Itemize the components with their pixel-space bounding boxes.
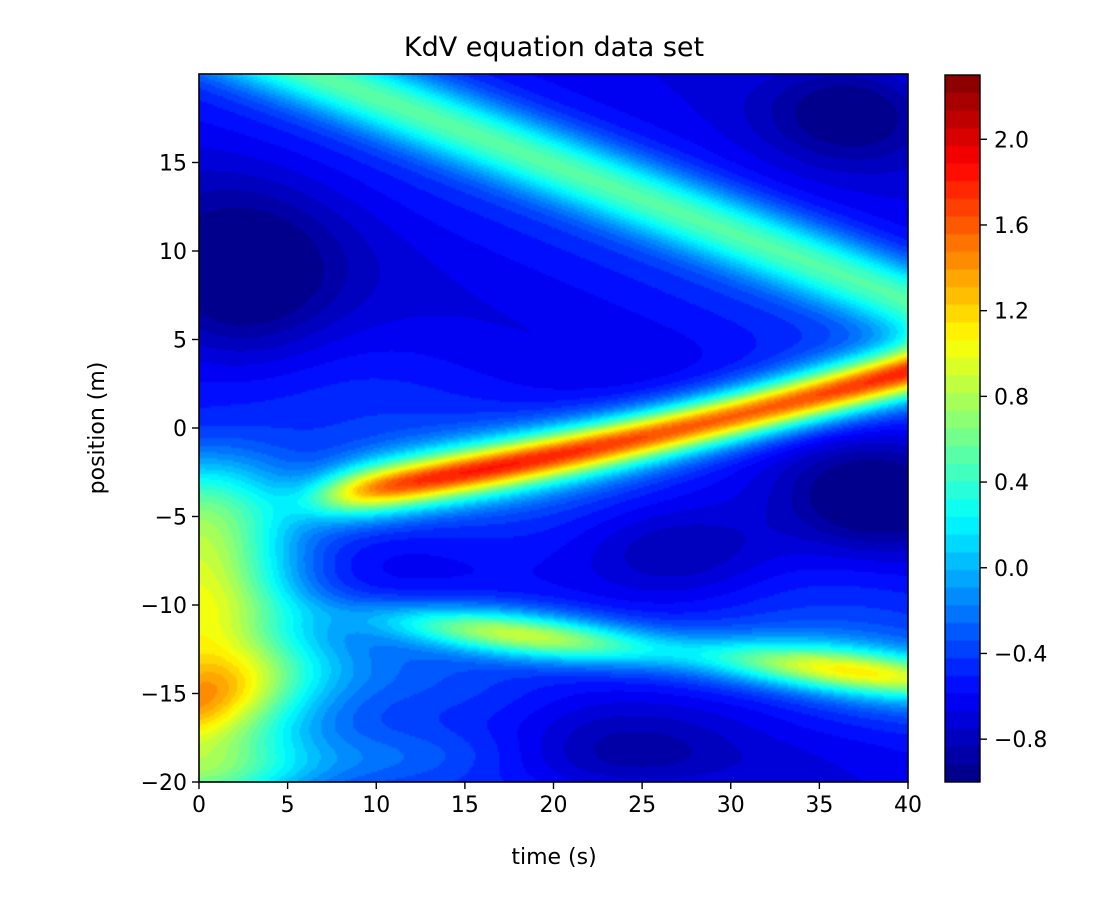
- y-axis: −20 −15 −10 −5 0 5 10 15: [141, 152, 199, 796]
- x-tick-label: 25: [628, 793, 656, 818]
- x-tick-label: 35: [805, 793, 833, 818]
- x-axis: 0 5 10 15 20 25 30 35 40: [192, 782, 922, 818]
- y-tick-label: 0: [173, 417, 187, 442]
- x-tick-label: 15: [451, 793, 479, 818]
- y-tick-label: 15: [159, 152, 187, 177]
- x-tick-label: 10: [362, 793, 390, 818]
- x-tick-label: 30: [717, 793, 745, 818]
- colorbar-tick-label: 0.8: [994, 385, 1029, 410]
- colorbar-ticks: −0.8 −0.4 0.0 0.4 0.8 1.2 1.6 2.0: [980, 128, 1047, 753]
- colorbar-tick-label: 2.0: [994, 128, 1029, 153]
- colorbar: −0.8 −0.4 0.0 0.4 0.8 1.2 1.6 2.0: [944, 74, 1047, 783]
- y-tick-label: −5: [155, 506, 187, 531]
- colorbar-tick-label: −0.8: [994, 728, 1047, 753]
- x-tick-label: 40: [894, 793, 922, 818]
- heatmap-image: [199, 74, 908, 782]
- x-axis-title: time (s): [511, 845, 596, 870]
- colorbar-image: [945, 75, 980, 782]
- y-tick-label: −10: [141, 594, 187, 619]
- y-axis-title: position (m): [85, 362, 110, 495]
- colorbar-tick-label: 0.0: [994, 557, 1029, 582]
- y-tick-label: −15: [141, 683, 187, 708]
- colorbar-frame: [944, 74, 981, 783]
- y-tick-label: 10: [159, 240, 187, 265]
- colorbar-tick-label: 1.2: [994, 300, 1029, 325]
- x-tick-label: 0: [192, 793, 206, 818]
- chart-title: KdV equation data set: [404, 32, 704, 63]
- y-tick-label: −20: [141, 771, 187, 796]
- colorbar-tick-label: −0.4: [994, 642, 1047, 667]
- x-tick-label: 20: [540, 793, 568, 818]
- x-tick-label: 5: [281, 793, 295, 818]
- colorbar-tick-label: 0.4: [994, 471, 1029, 496]
- heatmap-area: [198, 73, 909, 783]
- colorbar-tick-label: 1.6: [994, 214, 1029, 239]
- y-tick-label: 5: [173, 329, 187, 354]
